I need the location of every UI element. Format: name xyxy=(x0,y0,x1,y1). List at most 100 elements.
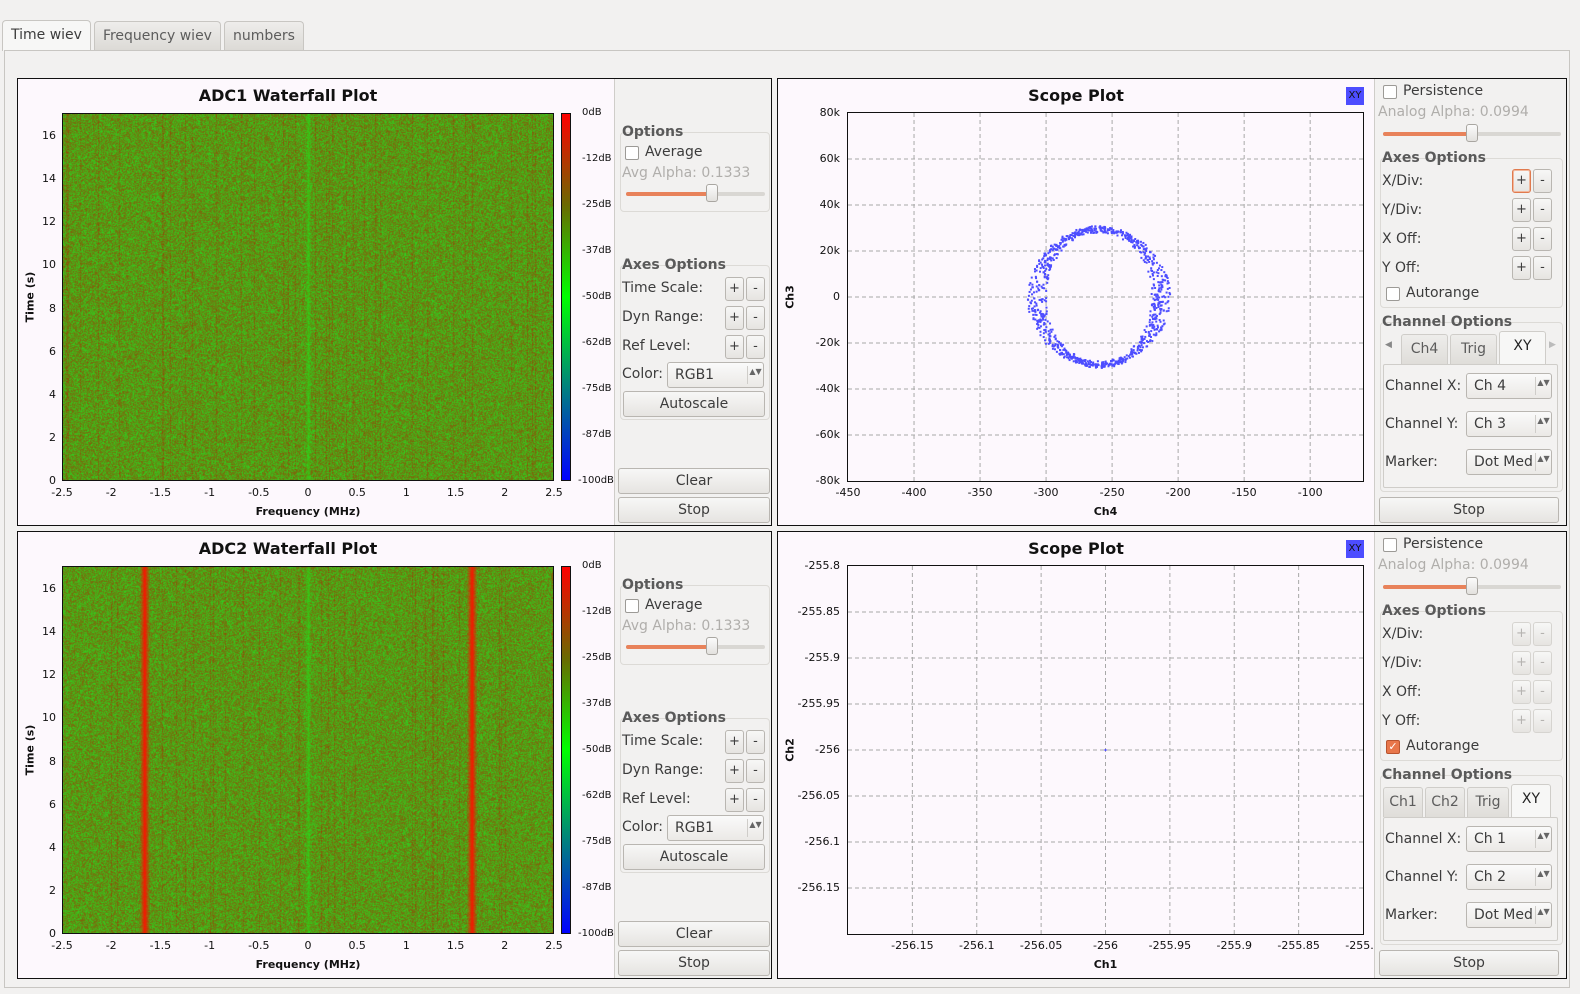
minus-button[interactable]: - xyxy=(1533,198,1552,222)
stop-button[interactable]: Stop xyxy=(1379,950,1559,976)
data-point xyxy=(1038,298,1041,301)
channel-x-select[interactable]: Ch 4 ▲▼ xyxy=(1466,373,1552,399)
autoscale-button[interactable]: Autoscale xyxy=(623,844,765,870)
channel-tab-xy[interactable]: XY xyxy=(1511,784,1551,817)
plus-button[interactable]: + xyxy=(725,759,744,783)
slider-thumb[interactable] xyxy=(706,637,719,655)
channel-y-select[interactable]: Ch 2 ▲▼ xyxy=(1466,864,1552,890)
clear-button[interactable]: Clear xyxy=(618,921,770,947)
marker-select[interactable]: Dot Med ▲▼ xyxy=(1466,449,1552,475)
data-point xyxy=(1044,259,1047,262)
y-tick-label: 6 xyxy=(49,797,56,811)
channel-y-select[interactable]: Ch 3 ▲▼ xyxy=(1466,411,1552,437)
colorbar-label: -100dB xyxy=(578,928,614,939)
data-point xyxy=(1106,232,1109,235)
analog-alpha-slider[interactable] xyxy=(1383,577,1561,595)
data-point xyxy=(1077,357,1080,360)
tab-time-view[interactable]: Time wiev xyxy=(2,20,91,51)
data-point xyxy=(1128,239,1131,242)
data-point xyxy=(1062,245,1065,248)
avg-alpha-slider[interactable] xyxy=(626,184,765,202)
data-point xyxy=(1152,333,1155,336)
slider-thumb[interactable] xyxy=(1466,577,1478,595)
stop-button[interactable]: Stop xyxy=(618,950,770,976)
data-point xyxy=(1153,299,1156,302)
data-point xyxy=(1048,337,1051,340)
data-point xyxy=(1049,256,1052,259)
plus-button[interactable]: + xyxy=(725,788,744,812)
channel-tab-ch2[interactable]: Ch2 xyxy=(1425,787,1465,817)
clear-button[interactable]: Clear xyxy=(618,468,770,494)
color-select[interactable]: RGB1 ▲▼ xyxy=(667,362,764,388)
plus-button[interactable]: + xyxy=(1512,198,1531,222)
minus-button[interactable]: - xyxy=(746,277,765,301)
waterfall-controls: Options Average Avg Alpha: 0.1333 Axes Opti… xyxy=(614,79,771,525)
minus-button[interactable]: - xyxy=(746,730,765,754)
avg-alpha-slider[interactable] xyxy=(626,637,765,655)
plus-button[interactable]: + xyxy=(725,277,744,301)
minus-button[interactable]: - xyxy=(746,335,765,359)
tab-frequency-view[interactable]: Frequency wiev xyxy=(93,21,221,50)
data-point xyxy=(1062,353,1065,356)
channel-tab-trig[interactable]: Trig xyxy=(1467,787,1509,817)
average-checkbox[interactable] xyxy=(625,146,639,160)
data-point xyxy=(1045,297,1048,300)
color-select[interactable]: RGB1 ▲▼ xyxy=(667,815,764,841)
autoscale-button[interactable]: Autoscale xyxy=(623,391,765,417)
marker-select[interactable]: Dot Med ▲▼ xyxy=(1466,902,1552,928)
plus-button[interactable]: + xyxy=(725,335,744,359)
plus-button[interactable]: + xyxy=(1512,169,1531,193)
data-point xyxy=(1038,289,1041,292)
plus-button[interactable]: + xyxy=(725,730,744,754)
spinner-arrows-icon: ▲▼ xyxy=(1535,415,1551,433)
channel-tab-trig[interactable]: Trig xyxy=(1450,334,1497,364)
minus-button[interactable]: - xyxy=(746,759,765,783)
persistence-checkbox[interactable] xyxy=(1383,85,1397,99)
xy-mode-badge[interactable]: XY xyxy=(1346,540,1364,558)
marker-label: Marker: xyxy=(1385,907,1438,923)
plus-button[interactable]: + xyxy=(1512,256,1531,280)
data-point xyxy=(1133,245,1136,248)
stop-button[interactable]: Stop xyxy=(1379,497,1559,523)
data-point xyxy=(1049,258,1052,261)
data-point xyxy=(1140,335,1143,338)
data-point xyxy=(1089,361,1092,364)
channel-tab-ch4[interactable]: Ch4 xyxy=(1401,334,1448,364)
minus-button[interactable]: - xyxy=(1533,227,1552,251)
channel-tab-ch1[interactable]: Ch1 xyxy=(1383,787,1423,817)
stop-button[interactable]: Stop xyxy=(618,497,770,523)
data-point xyxy=(1042,332,1045,335)
data-point xyxy=(1044,261,1047,264)
persistence-checkbox[interactable] xyxy=(1383,538,1397,552)
minus-button[interactable]: - xyxy=(1533,256,1552,280)
average-checkbox[interactable] xyxy=(625,599,639,613)
data-point xyxy=(1128,356,1131,359)
xy-mode-badge[interactable]: XY xyxy=(1346,87,1364,105)
data-point xyxy=(1158,281,1161,284)
colorbar-label: -25dB xyxy=(582,652,612,663)
slider-thumb[interactable] xyxy=(1466,124,1478,142)
channel-x-select[interactable]: Ch 1 ▲▼ xyxy=(1466,826,1552,852)
data-point xyxy=(1161,281,1164,284)
avg-alpha-label: Avg Alpha: 0.1333 xyxy=(622,165,751,181)
analog-alpha-slider[interactable] xyxy=(1383,124,1561,142)
minus-button[interactable]: - xyxy=(1533,169,1552,193)
channel-tab-xy[interactable]: XY xyxy=(1499,331,1546,364)
data-point xyxy=(1041,298,1044,301)
autorange-checkbox[interactable]: ✓ xyxy=(1386,740,1400,754)
plus-button[interactable]: + xyxy=(1512,227,1531,251)
data-point xyxy=(1159,311,1162,314)
minus-button[interactable]: - xyxy=(746,788,765,812)
axes-options-title: Axes Options xyxy=(622,257,726,273)
data-point xyxy=(1067,352,1070,355)
minus-button[interactable]: - xyxy=(746,306,765,330)
scroll-left-icon[interactable]: ◀ xyxy=(1385,340,1392,350)
y-tick-label: -40k xyxy=(815,382,840,395)
data-point xyxy=(1102,231,1105,234)
autorange-checkbox[interactable] xyxy=(1386,287,1400,301)
data-point xyxy=(1124,234,1127,237)
scroll-right-icon[interactable]: ▶ xyxy=(1549,340,1556,350)
slider-thumb[interactable] xyxy=(706,184,719,202)
plus-button[interactable]: + xyxy=(725,306,744,330)
tab-numbers[interactable]: numbers xyxy=(223,21,304,50)
